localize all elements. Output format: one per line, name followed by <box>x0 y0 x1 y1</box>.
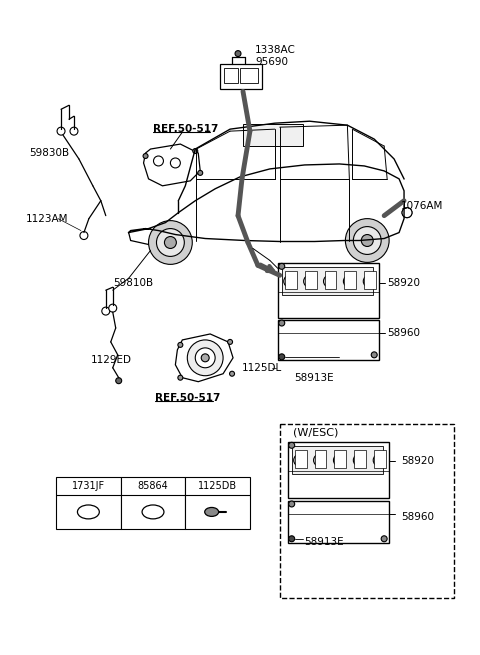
Circle shape <box>235 50 241 56</box>
Text: 1731JF: 1731JF <box>72 481 105 491</box>
Bar <box>314 450 326 468</box>
Circle shape <box>279 354 285 360</box>
Polygon shape <box>175 334 233 382</box>
Circle shape <box>80 232 88 240</box>
Circle shape <box>371 352 377 358</box>
Bar <box>335 450 347 468</box>
Bar <box>374 450 386 468</box>
Circle shape <box>116 378 122 384</box>
Text: 1076AM: 1076AM <box>401 200 444 211</box>
Bar <box>185 477 250 529</box>
Circle shape <box>187 340 223 376</box>
Circle shape <box>228 339 232 345</box>
Circle shape <box>294 455 306 466</box>
Bar <box>120 477 185 529</box>
Circle shape <box>288 501 295 507</box>
Text: 1129ED: 1129ED <box>91 355 132 365</box>
Text: 58960: 58960 <box>401 512 434 522</box>
Circle shape <box>279 263 285 269</box>
Bar <box>240 67 258 83</box>
Bar <box>324 271 336 290</box>
Circle shape <box>343 275 355 288</box>
Polygon shape <box>144 144 200 186</box>
Text: REF.50-517: REF.50-517 <box>153 124 218 134</box>
Circle shape <box>229 371 235 376</box>
Bar <box>56 477 120 529</box>
Circle shape <box>170 158 180 168</box>
Circle shape <box>346 219 389 263</box>
Circle shape <box>353 227 381 254</box>
Circle shape <box>148 221 192 265</box>
Text: 85864: 85864 <box>138 481 168 491</box>
Text: (W/ESC): (W/ESC) <box>293 428 338 438</box>
Circle shape <box>70 127 78 135</box>
Circle shape <box>402 208 412 217</box>
Circle shape <box>195 348 215 367</box>
Circle shape <box>143 153 148 159</box>
Bar <box>344 271 356 290</box>
Circle shape <box>178 375 183 380</box>
Circle shape <box>288 536 295 542</box>
Text: 95690: 95690 <box>255 56 288 67</box>
Circle shape <box>373 455 385 466</box>
Text: 58920: 58920 <box>401 457 434 466</box>
Circle shape <box>284 275 296 288</box>
Text: 58920: 58920 <box>387 278 420 288</box>
Circle shape <box>334 455 346 466</box>
Bar <box>288 442 389 498</box>
Bar <box>364 271 376 290</box>
Bar <box>285 271 297 290</box>
Circle shape <box>178 343 183 347</box>
Circle shape <box>363 275 375 288</box>
Ellipse shape <box>77 505 99 519</box>
Circle shape <box>361 234 373 246</box>
Text: 59830B: 59830B <box>29 148 69 158</box>
Circle shape <box>324 275 336 288</box>
Circle shape <box>402 208 412 217</box>
Bar <box>354 450 366 468</box>
Text: 1125DL: 1125DL <box>242 363 282 373</box>
Bar <box>282 267 373 295</box>
Bar <box>292 446 383 474</box>
Text: 1338AC: 1338AC <box>255 45 296 54</box>
Circle shape <box>165 236 176 248</box>
Circle shape <box>109 304 117 312</box>
Circle shape <box>304 275 315 288</box>
Bar <box>224 67 238 83</box>
Circle shape <box>279 320 285 326</box>
Text: 1125DB: 1125DB <box>198 481 237 491</box>
Bar <box>278 263 379 318</box>
Text: 1123AM: 1123AM <box>26 214 69 223</box>
Circle shape <box>102 307 110 315</box>
Text: 59810B: 59810B <box>113 278 153 288</box>
Circle shape <box>156 229 184 256</box>
Text: 58913E: 58913E <box>305 536 344 547</box>
Bar <box>243 124 302 146</box>
Text: REF.50-517: REF.50-517 <box>156 392 221 403</box>
Circle shape <box>198 170 203 176</box>
Ellipse shape <box>142 505 164 519</box>
Ellipse shape <box>204 508 218 516</box>
Circle shape <box>288 442 295 448</box>
Bar <box>288 501 389 543</box>
Text: 58960: 58960 <box>387 328 420 338</box>
Bar <box>280 424 454 599</box>
Circle shape <box>353 455 365 466</box>
Circle shape <box>381 536 387 542</box>
Circle shape <box>201 354 209 362</box>
Bar <box>305 271 316 290</box>
Circle shape <box>154 156 164 166</box>
Bar <box>220 64 262 89</box>
Circle shape <box>193 149 198 153</box>
Bar <box>295 450 307 468</box>
Circle shape <box>313 455 325 466</box>
Circle shape <box>57 127 65 135</box>
Bar <box>278 320 379 360</box>
Text: 58913E: 58913E <box>295 373 334 383</box>
